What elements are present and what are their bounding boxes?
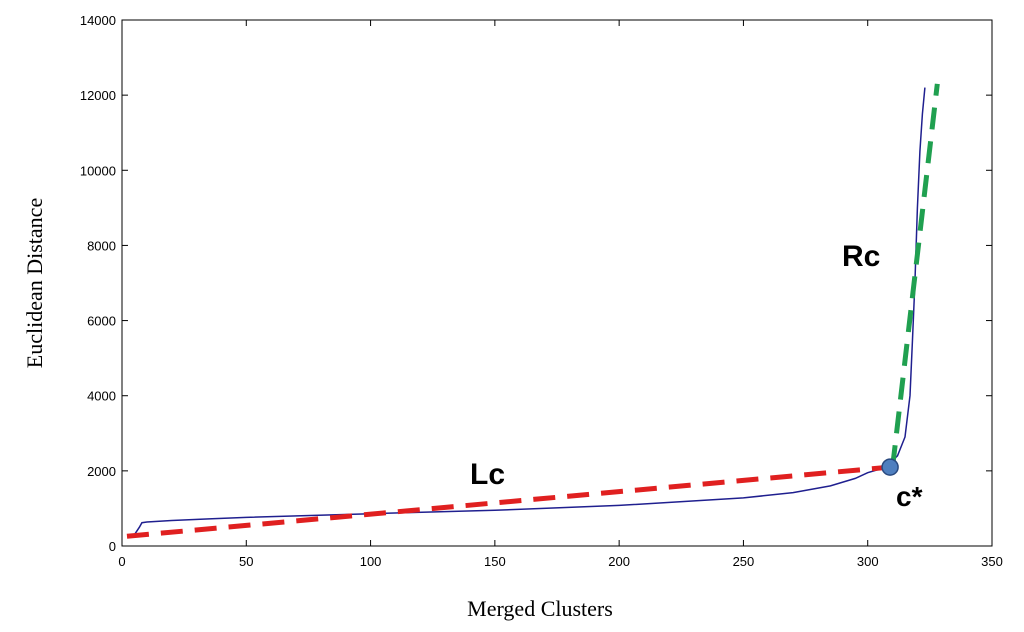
y-axis: 0 2000 4000 6000 8000 10000 12000 14000 bbox=[80, 13, 992, 554]
y-tick-label: 14000 bbox=[80, 13, 116, 28]
y-tick-label: 8000 bbox=[87, 238, 116, 253]
y-axis-title: Euclidean Distance bbox=[22, 198, 47, 368]
x-tick-label: 50 bbox=[239, 554, 253, 569]
x-tick-label: 300 bbox=[857, 554, 879, 569]
x-axis-title: Merged Clusters bbox=[467, 596, 613, 621]
y-tick-label: 6000 bbox=[87, 314, 116, 329]
y-tick-label: 4000 bbox=[87, 389, 116, 404]
y-tick-label: 10000 bbox=[80, 163, 116, 178]
y-tick-label: 0 bbox=[109, 539, 116, 554]
y-tick-label: 2000 bbox=[87, 464, 116, 479]
right-fit-line bbox=[890, 83, 940, 468]
x-tick-label: 100 bbox=[360, 554, 382, 569]
c-star-label: c* bbox=[896, 481, 923, 512]
left-fit-line bbox=[126, 464, 891, 539]
x-tick-label: 200 bbox=[608, 554, 630, 569]
rc-label: Rc bbox=[842, 240, 880, 273]
y-tick-label: 12000 bbox=[80, 88, 116, 103]
x-tick-label: 0 bbox=[118, 554, 125, 569]
x-tick-label: 150 bbox=[484, 554, 506, 569]
lc-label: Lc bbox=[470, 458, 505, 491]
plot-area bbox=[121, 19, 993, 547]
knee-point bbox=[881, 458, 899, 476]
x-axis: 0 50 100 150 200 250 300 350 bbox=[118, 20, 1003, 569]
x-tick-label: 250 bbox=[733, 554, 755, 569]
x-tick-label: 350 bbox=[981, 554, 1003, 569]
